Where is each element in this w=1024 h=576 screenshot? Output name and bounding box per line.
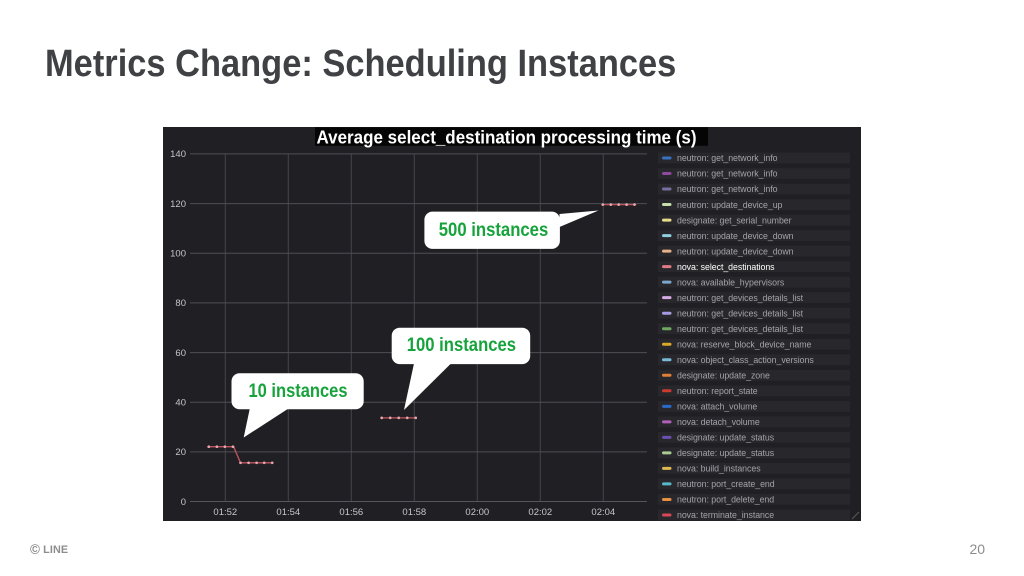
svg-text:nova: terminate_instance: nova: terminate_instance — [677, 510, 774, 520]
svg-text:10 instances: 10 instances — [249, 381, 348, 402]
svg-text:nova: build_instances: nova: build_instances — [677, 464, 761, 474]
svg-text:neutron: update_device_down: neutron: update_device_down — [677, 246, 794, 256]
svg-text:nova: detach_volume: nova: detach_volume — [677, 417, 760, 427]
svg-text:40: 40 — [175, 398, 186, 409]
svg-text:neutron: update_device_up: neutron: update_device_up — [677, 200, 783, 210]
svg-text:designate: update_status: designate: update_status — [677, 448, 775, 458]
svg-text:designate: get_serial_number: designate: get_serial_number — [677, 215, 792, 225]
svg-text:neutron: port_create_end: neutron: port_create_end — [677, 479, 775, 489]
svg-text:100 instances: 100 instances — [407, 335, 516, 356]
svg-text:500 instances: 500 instances — [439, 220, 549, 241]
svg-text:Average select_destination pro: Average select_destination processing ti… — [317, 127, 697, 147]
svg-text:neutron: port_delete_end: neutron: port_delete_end — [677, 495, 774, 505]
svg-text:100: 100 — [170, 249, 186, 260]
svg-text:140: 140 — [170, 149, 186, 160]
svg-text:designate: update_zone: designate: update_zone — [677, 370, 770, 380]
svg-text:nova: attach_volume: nova: attach_volume — [677, 402, 757, 412]
svg-text:0: 0 — [181, 497, 186, 508]
svg-text:120: 120 — [170, 199, 186, 210]
svg-text:neutron: get_devices_details_l: neutron: get_devices_details_list — [677, 293, 804, 303]
svg-text:neutron: get_network_info: neutron: get_network_info — [677, 153, 778, 163]
svg-text:neutron: get_network_info: neutron: get_network_info — [677, 184, 778, 194]
svg-text:neutron: get_network_info: neutron: get_network_info — [677, 169, 778, 179]
svg-text:neutron: update_device_down: neutron: update_device_down — [677, 231, 794, 241]
svg-text:01:54: 01:54 — [276, 507, 300, 518]
svg-text:neutron: report_state: neutron: report_state — [677, 386, 758, 396]
svg-text:nova: reserve_block_device_nam: nova: reserve_block_device_name — [677, 339, 812, 349]
svg-text:60: 60 — [175, 348, 186, 359]
svg-text:nova: object_class_action_vers: nova: object_class_action_versions — [677, 355, 814, 365]
svg-text:02:04: 02:04 — [591, 507, 615, 518]
svg-text:01:58: 01:58 — [402, 507, 426, 518]
svg-text:neutron: get_devices_details_l: neutron: get_devices_details_list — [677, 324, 804, 334]
svg-text:designate: update_status: designate: update_status — [677, 433, 775, 443]
svg-text:20: 20 — [175, 447, 186, 458]
svg-text:neutron: get_devices_details_l: neutron: get_devices_details_list — [677, 308, 804, 318]
svg-text:01:56: 01:56 — [339, 507, 363, 518]
svg-text:02:02: 02:02 — [528, 507, 552, 518]
svg-text:01:52: 01:52 — [213, 507, 237, 518]
svg-text:nova: available_hypervisors: nova: available_hypervisors — [677, 277, 785, 287]
svg-text:nova: select_destinations: nova: select_destinations — [677, 262, 775, 272]
svg-text:02:00: 02:00 — [465, 507, 489, 518]
svg-text:80: 80 — [175, 298, 186, 309]
